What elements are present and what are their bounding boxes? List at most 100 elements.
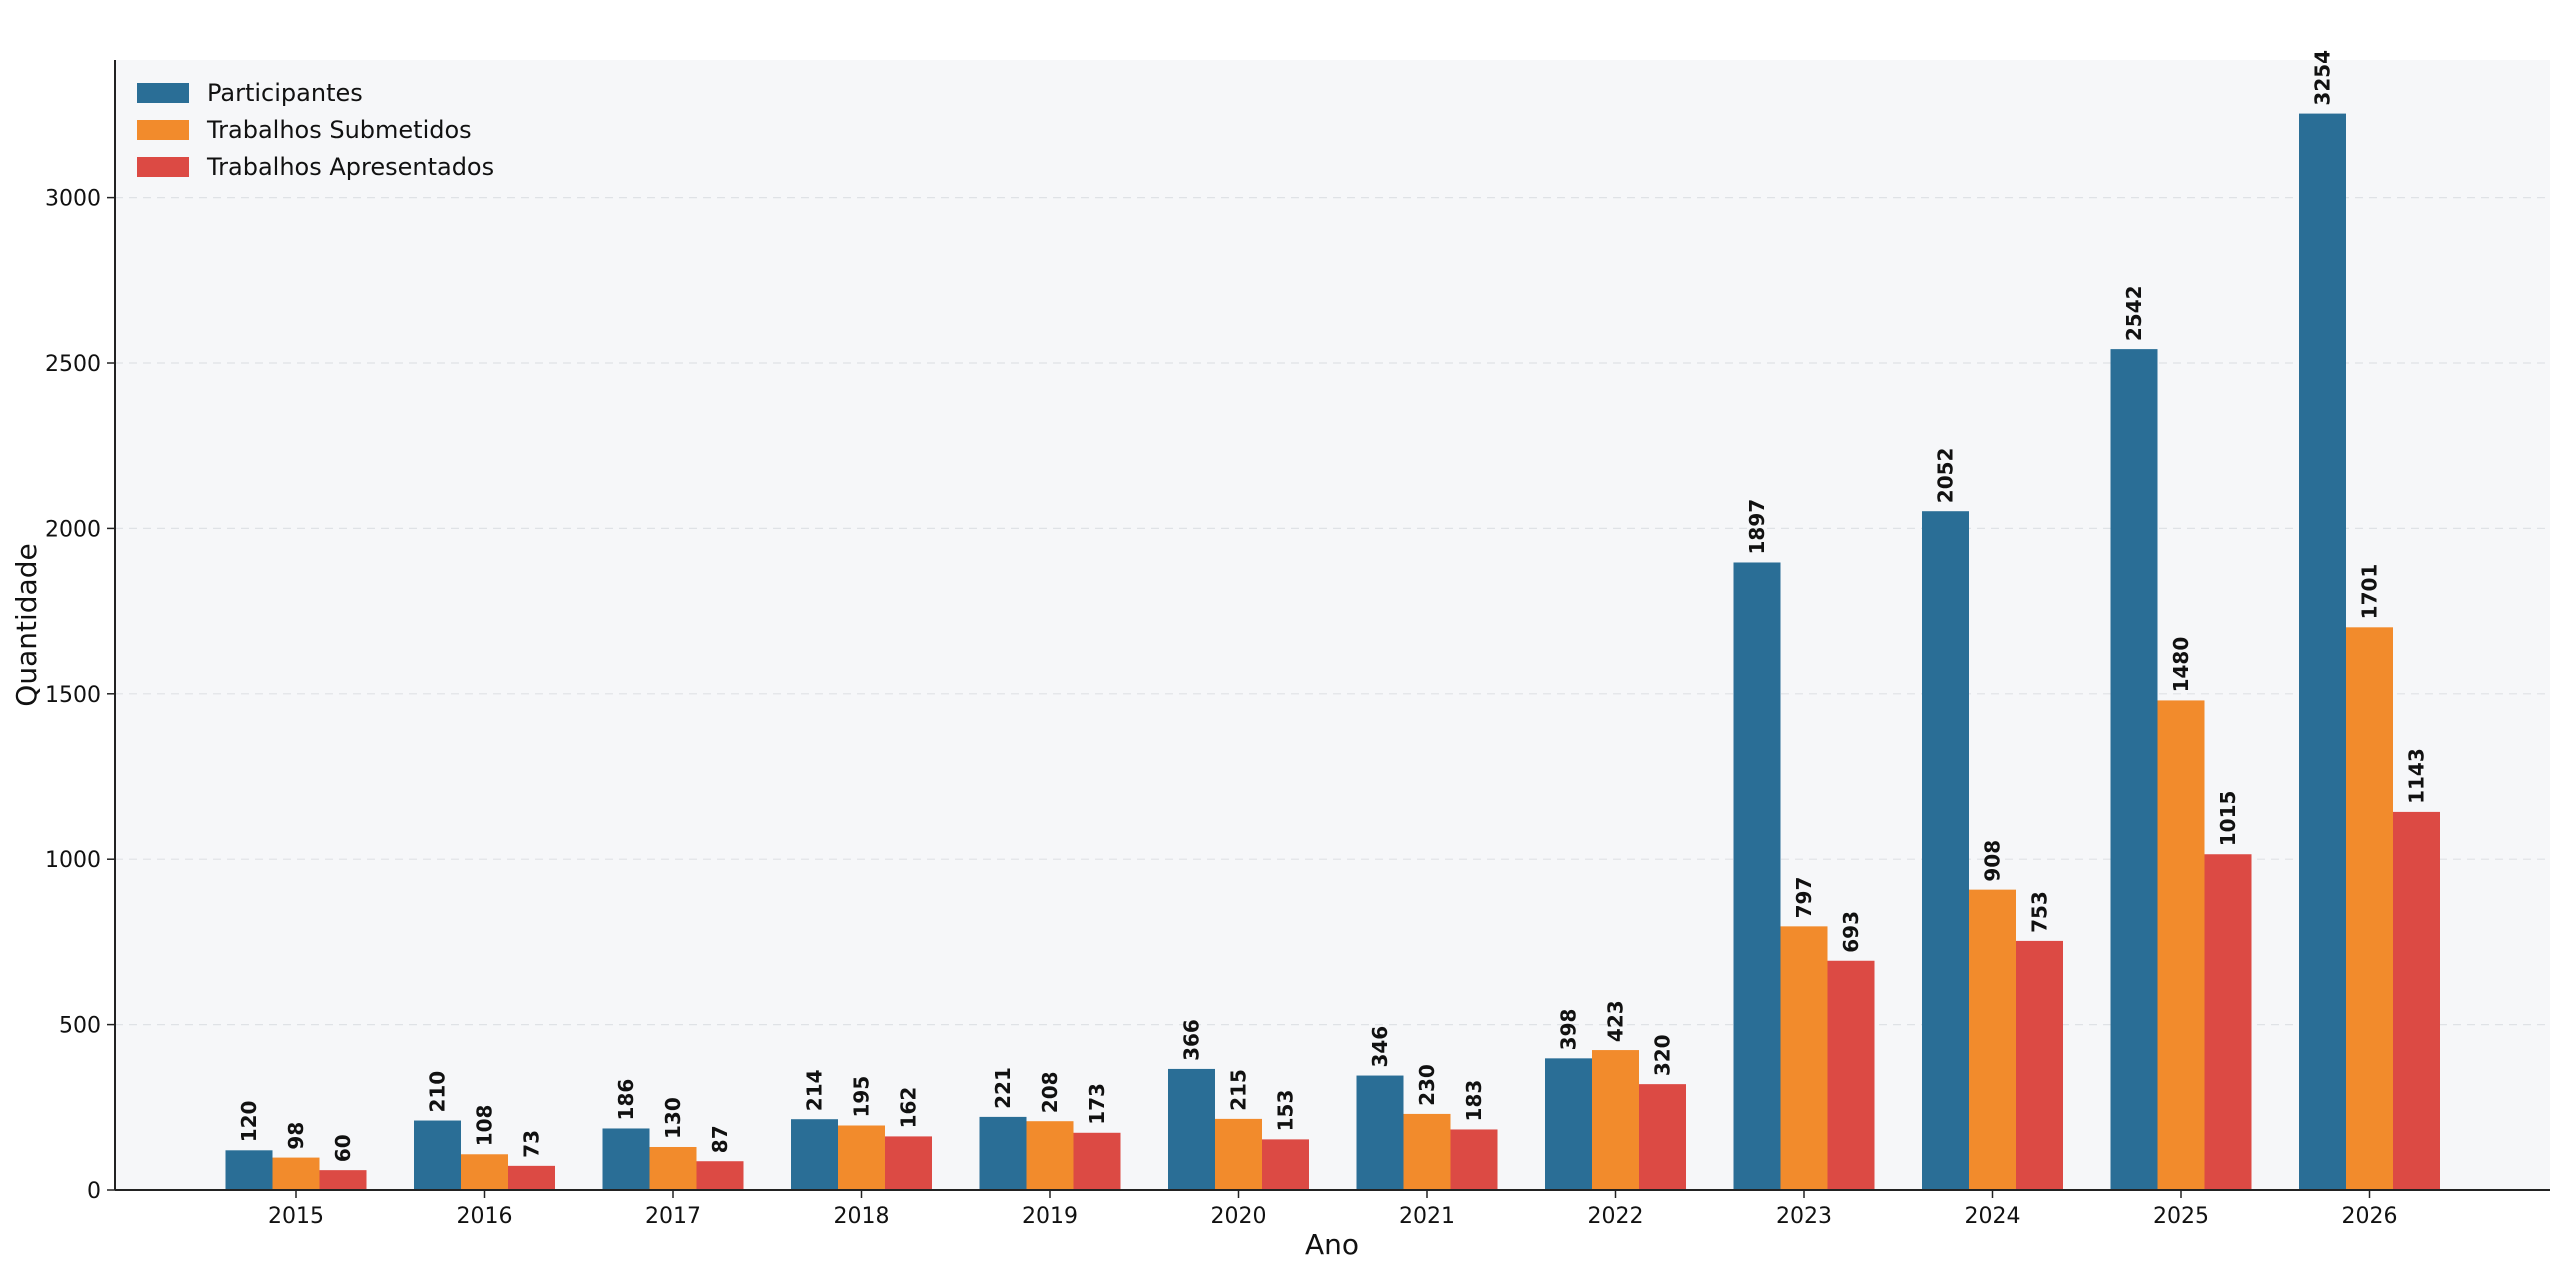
x-tick-label: 2025: [2153, 1204, 2209, 1229]
axes: [114, 60, 2550, 1191]
legend: Participantes Trabalhos Submetidos Trabalh…: [137, 79, 494, 181]
bar-value-label: 346: [1368, 1026, 1392, 1068]
x-tick-label: 2021: [1399, 1204, 1455, 1229]
bar: [2157, 700, 2205, 1190]
bar-value-label: 130: [661, 1097, 685, 1139]
bar: [461, 1154, 508, 1190]
bar-value-label: 423: [1604, 1000, 1628, 1042]
bar: [1733, 562, 1781, 1190]
bar-value-label: 1897: [1745, 499, 1769, 555]
bar-value-label: 120: [237, 1101, 261, 1143]
bar: [1073, 1132, 1121, 1190]
bar: [225, 1150, 273, 1190]
bar: [979, 1116, 1027, 1190]
bar-value-label: 398: [1557, 1009, 1581, 1051]
bar: [1356, 1075, 1404, 1190]
bar: [2110, 349, 2158, 1190]
bar-value-label: 210: [426, 1071, 450, 1113]
bar: [414, 1120, 461, 1190]
bar: [2346, 627, 2393, 1190]
x-tick-label: 2016: [457, 1204, 513, 1229]
bar-value-label: 797: [1792, 877, 1816, 919]
bar: [1827, 960, 1875, 1190]
bar-value-label: 320: [1651, 1034, 1675, 1076]
x-tick-label: 2019: [1022, 1204, 1078, 1229]
bar: [2299, 113, 2346, 1190]
x-ticks: 2015 2016 2017 2018 2019 2020 2021 2022 2023 2024…: [268, 1190, 2398, 1229]
bar-value-label: 195: [850, 1076, 874, 1118]
bar-value-label: 230: [1415, 1064, 1439, 1106]
bar: [1262, 1139, 1309, 1190]
bar: [791, 1119, 838, 1190]
x-tick-label: 2018: [834, 1204, 890, 1229]
bars: [225, 113, 2440, 1191]
data-labels: 120 98 60 210 108 73 186 130 87 214 195 162 221 208 17…: [237, 50, 2429, 1162]
x-tick-label: 2026: [2342, 1204, 2398, 1229]
bar: [2204, 854, 2252, 1190]
bar-value-label: 1143: [2405, 748, 2429, 804]
bar: [1922, 511, 1969, 1191]
y-tick-label: 0: [87, 1179, 101, 1204]
bar-value-label: 108: [473, 1105, 497, 1147]
y-tick-label: 2000: [45, 517, 101, 542]
y-tick-label: 3000: [45, 187, 101, 212]
bar: [272, 1157, 320, 1190]
bar-value-label: 1701: [2358, 564, 2382, 620]
bar: [885, 1136, 932, 1190]
bar-value-label: 753: [2028, 891, 2052, 933]
y-tick-label: 2500: [45, 352, 101, 377]
bar: [319, 1170, 367, 1190]
bar-value-label: 183: [1462, 1080, 1486, 1122]
x-tick-label: 2023: [1776, 1204, 1832, 1229]
y-axis-label: Quantidade: [10, 543, 43, 706]
bar: [1403, 1113, 1451, 1190]
bar-value-label: 87: [708, 1125, 732, 1153]
bar-value-label: 214: [803, 1069, 827, 1111]
bar: [696, 1161, 744, 1190]
bar-value-label: 186: [614, 1079, 638, 1121]
bar-value-label: 173: [1085, 1083, 1109, 1125]
y-tick-label: 1000: [45, 848, 101, 873]
bar: [1969, 889, 2016, 1190]
bar: [602, 1128, 650, 1190]
bar-value-label: 221: [991, 1067, 1015, 1109]
bar-value-label: 908: [1981, 840, 2005, 882]
bar: [2393, 811, 2440, 1190]
bar-value-label: 73: [520, 1130, 544, 1158]
legend-label: Participantes: [207, 79, 363, 107]
y-tick-label: 1500: [45, 683, 101, 708]
bar-value-label: 693: [1839, 911, 1863, 953]
bar-value-label: 3254: [2311, 50, 2335, 106]
bar: [838, 1125, 885, 1190]
bar-value-label: 98: [284, 1122, 308, 1150]
bar: [1592, 1050, 1639, 1190]
legend-label: Trabalhos Submetidos: [206, 116, 472, 144]
bar-value-label: 215: [1227, 1069, 1251, 1111]
bar-value-label: 2052: [1934, 448, 1958, 504]
bar-value-label: 153: [1274, 1090, 1298, 1132]
legend-swatch: [137, 120, 189, 140]
bar: [1545, 1058, 1592, 1190]
x-tick-label: 2020: [1211, 1204, 1267, 1229]
y-tick-label: 500: [59, 1014, 101, 1039]
bar: [1026, 1121, 1074, 1190]
bar: [649, 1146, 697, 1190]
bar-value-label: 162: [897, 1087, 921, 1129]
x-tick-label: 2015: [268, 1204, 324, 1229]
x-tick-label: 2024: [1965, 1204, 2021, 1229]
y-ticks: 0 500 1000 1500 2000 2500 3000: [45, 187, 115, 1204]
bar: [1639, 1084, 1686, 1190]
bar: [1215, 1118, 1262, 1190]
bar: [1450, 1129, 1498, 1190]
bar-value-label: 208: [1038, 1071, 1062, 1113]
bar-value-label: 366: [1180, 1019, 1204, 1061]
x-axis-label: Ano: [1305, 1228, 1359, 1261]
legend-swatch: [137, 157, 189, 177]
bar-value-label: 1015: [2216, 791, 2240, 847]
bar: [1168, 1068, 1215, 1190]
bar-value-label: 2542: [2122, 285, 2146, 341]
bar: [2016, 940, 2063, 1190]
legend-swatch: [137, 83, 189, 103]
